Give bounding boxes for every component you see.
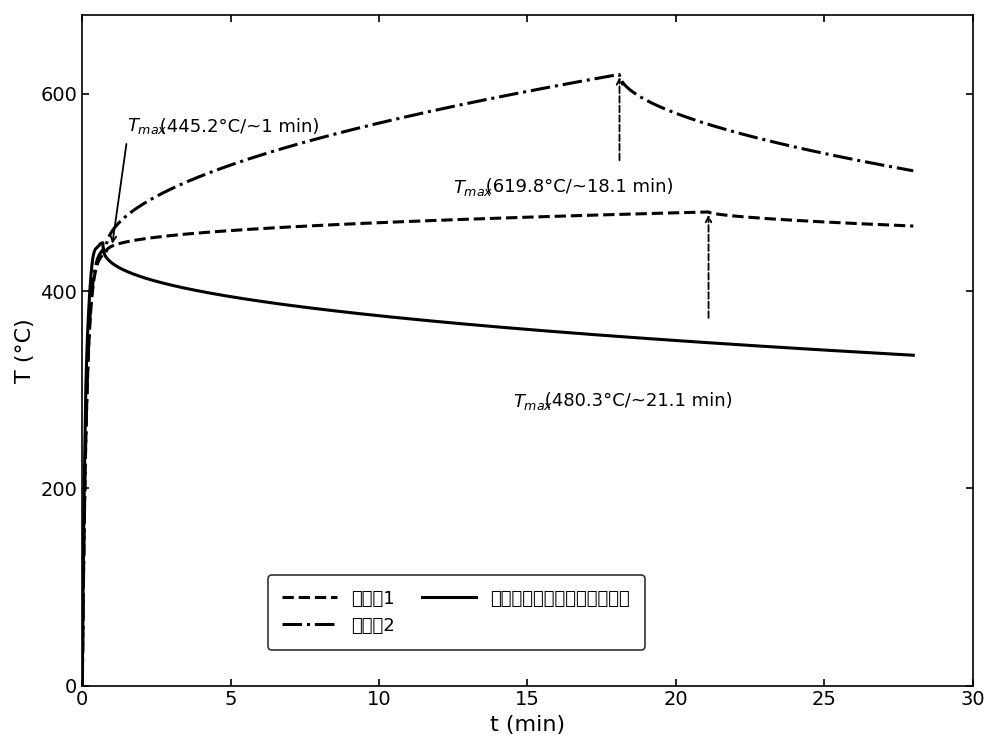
实施例2 bbox=[613, 70, 625, 79]
实施例2 bbox=[907, 166, 919, 176]
实施例1 bbox=[802, 217, 814, 226]
实施例2 bbox=[171, 182, 183, 190]
实施例1 bbox=[220, 226, 232, 236]
未使用热量缓释元件的热电池 bbox=[76, 681, 88, 690]
实施例2 bbox=[431, 106, 443, 115]
Text: $T_{max}$: $T_{max}$ bbox=[453, 178, 494, 198]
Text: $T_{max}$: $T_{max}$ bbox=[513, 392, 553, 412]
Line: 实施例1: 实施例1 bbox=[82, 212, 913, 686]
实施例2 bbox=[76, 681, 88, 690]
未使用热量缓释元件的热电池 bbox=[171, 282, 183, 291]
实施例2 bbox=[395, 113, 407, 122]
实施例1 bbox=[702, 208, 714, 217]
实施例2 bbox=[891, 164, 903, 172]
未使用热量缓释元件的热电池 bbox=[891, 350, 903, 358]
Line: 未使用热量缓释元件的热电池: 未使用热量缓释元件的热电池 bbox=[82, 243, 913, 686]
实施例1 bbox=[395, 217, 407, 226]
实施例1 bbox=[171, 230, 183, 239]
Text: $T_{max}$: $T_{max}$ bbox=[127, 116, 167, 136]
Y-axis label: T (°C): T (°C) bbox=[15, 318, 35, 382]
Line: 实施例2: 实施例2 bbox=[82, 74, 913, 686]
X-axis label: t (min): t (min) bbox=[490, 715, 565, 735]
未使用热量缓释元件的热电池 bbox=[97, 238, 109, 248]
实施例1 bbox=[76, 681, 88, 690]
Legend: 实施例1, 实施例2, 未使用热量缓释元件的热电池: 实施例1, 实施例2, 未使用热量缓释元件的热电池 bbox=[268, 575, 645, 650]
未使用热量缓释元件的热电池 bbox=[221, 292, 233, 301]
Text: (445.2°C/~1 min): (445.2°C/~1 min) bbox=[154, 118, 319, 136]
实施例2 bbox=[802, 146, 814, 154]
实施例1 bbox=[891, 220, 903, 230]
实施例1 bbox=[431, 216, 443, 225]
Text: (619.8°C/~18.1 min): (619.8°C/~18.1 min) bbox=[480, 178, 674, 196]
实施例2 bbox=[220, 162, 232, 171]
未使用热量缓释元件的热电池 bbox=[395, 314, 407, 322]
未使用热量缓释元件的热电池 bbox=[431, 317, 443, 326]
实施例1 bbox=[907, 221, 919, 230]
Text: (480.3°C/~21.1 min): (480.3°C/~21.1 min) bbox=[539, 392, 733, 410]
未使用热量缓释元件的热电池 bbox=[802, 344, 814, 353]
未使用热量缓释元件的热电池 bbox=[907, 351, 919, 360]
